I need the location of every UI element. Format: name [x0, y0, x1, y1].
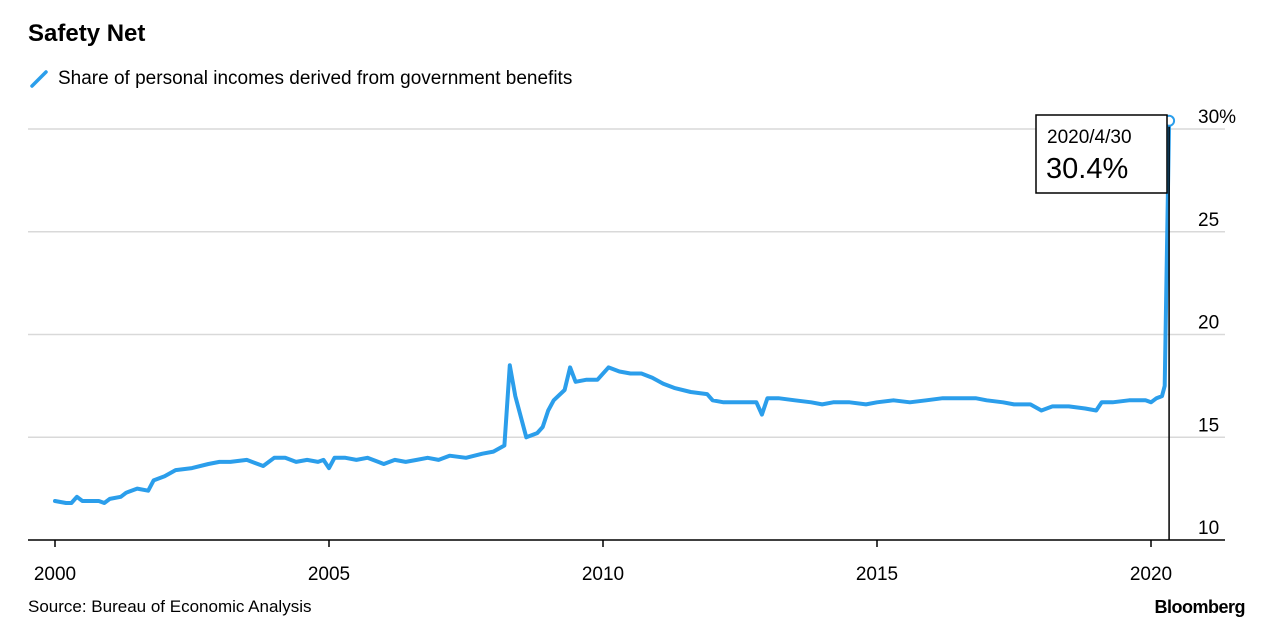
series-layer: [53, 118, 1172, 505]
legend: Share of personal incomes derived from g…: [28, 68, 572, 90]
y-tick-label-30: 30%: [1198, 107, 1236, 128]
y-tick-labels: 10 15 20 25 30%: [1198, 107, 1236, 539]
y-tick-label-25: 25: [1198, 210, 1219, 231]
brand-logo: Bloomberg: [1154, 597, 1245, 617]
legend-line-icon: [30, 70, 48, 88]
x-axis: [28, 539, 1225, 547]
x-tick-label-2015: 2015: [856, 564, 898, 585]
callout-date: 2020/4/30: [1047, 127, 1132, 148]
grid-lines: [28, 128, 1225, 438]
y-tick-label-15: 15: [1198, 415, 1219, 436]
x-tick-label-2020: 2020: [1130, 564, 1172, 585]
legend-label: Share of personal incomes derived from g…: [58, 68, 573, 89]
callout-box: [1035, 114, 1168, 194]
callout-value: 30.4%: [1046, 153, 1128, 185]
source-note: Source: Bureau of Economic Analysis: [28, 597, 312, 616]
x-tick-labels: 2000 2005 2010 2015 2020: [34, 564, 1172, 585]
x-tick-label-2005: 2005: [308, 564, 350, 585]
x-tick-label-2000: 2000: [34, 564, 76, 585]
x-tick-label-2010: 2010: [582, 564, 624, 585]
chart-title: Safety Net: [28, 20, 146, 47]
callout: 2020/4/30 30.4%: [1035, 114, 1176, 540]
y-tick-label-20: 20: [1198, 313, 1219, 334]
series-line: [53, 118, 1172, 505]
y-tick-label-10: 10: [1198, 518, 1219, 539]
